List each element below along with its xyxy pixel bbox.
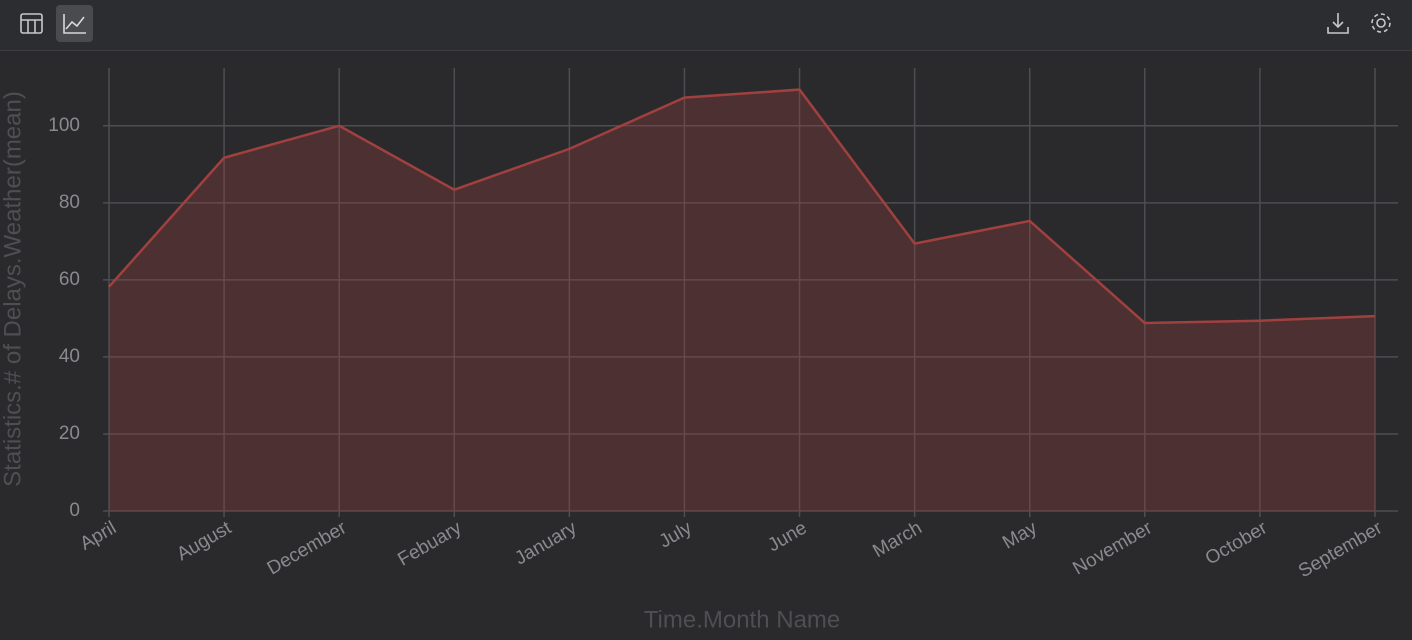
table-view-button[interactable] [20, 13, 43, 34]
y-tick-label: 40 [59, 346, 80, 367]
x-tick-label: Febuary [394, 517, 465, 570]
x-tick-label: July [656, 517, 696, 552]
x-tick-label: December [264, 517, 351, 579]
toolbar-icons [20, 5, 1391, 42]
area-line [108, 88, 1376, 325]
chart: Time.Month Name Statistics.# of Delays.W… [0, 68, 1398, 633]
x-tick-label: September [1295, 517, 1387, 582]
x-tick-label: November [1069, 517, 1156, 579]
x-tick-label: May [999, 517, 1041, 553]
x-tick-label: March [869, 517, 925, 562]
chart-icon [63, 14, 86, 34]
y-tick-label: 20 [59, 423, 80, 444]
download-button[interactable] [1327, 13, 1349, 34]
toolbar [0, 0, 1412, 51]
y-tick-label: 60 [59, 269, 80, 290]
y-tick-label: 0 [69, 500, 80, 521]
x-tick-label: April [77, 517, 120, 554]
area-fill [109, 89, 1375, 511]
y-tick-label: 80 [59, 192, 80, 213]
x-tick-label: January [511, 517, 580, 569]
y-axis-title: Statistics.# of Delays.Weather(mean) [0, 91, 26, 487]
x-tick-label: October [1202, 517, 1272, 569]
x-tick-label: August [173, 517, 235, 565]
x-axis-title: Time.Month Name [644, 606, 841, 633]
settings-button[interactable] [1371, 13, 1391, 33]
x-tick-label: June [764, 517, 810, 556]
y-tick-label: 100 [48, 115, 80, 136]
